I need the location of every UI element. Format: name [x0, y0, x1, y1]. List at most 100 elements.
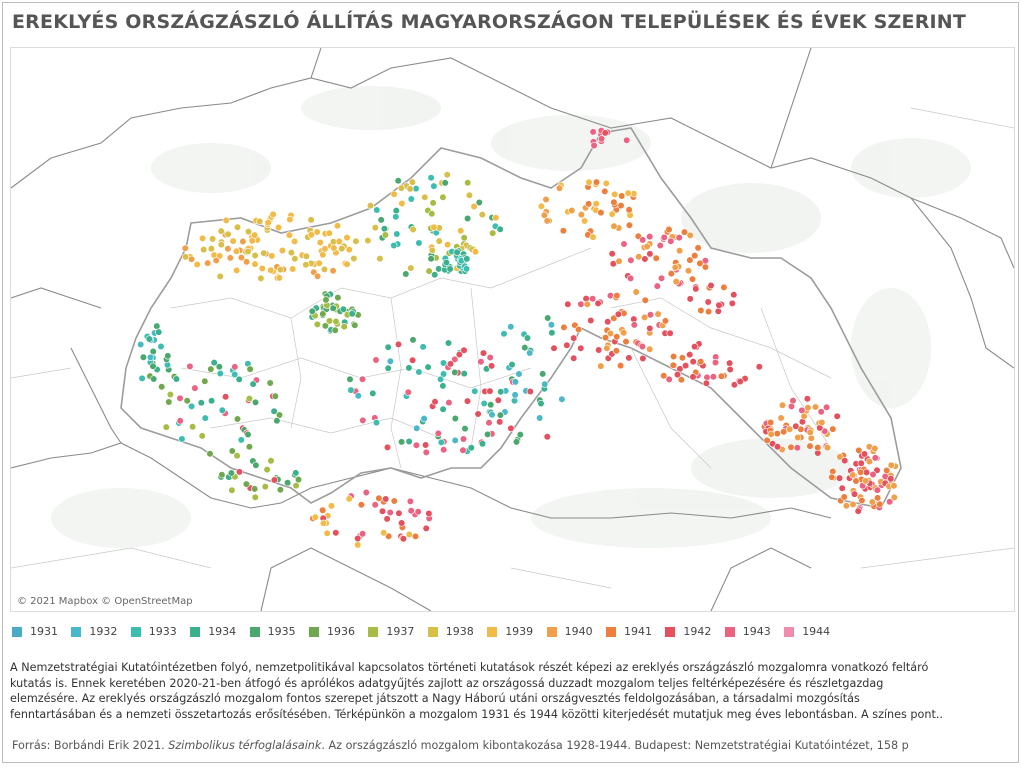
flag-point[interactable] — [681, 362, 690, 370]
flag-point[interactable] — [138, 374, 146, 383]
flag-point[interactable] — [854, 507, 862, 515]
flag-point[interactable] — [237, 254, 245, 262]
flag-point[interactable] — [313, 228, 321, 236]
flag-point[interactable] — [548, 329, 556, 337]
flag-point[interactable] — [372, 356, 380, 364]
flag-point[interactable] — [149, 362, 157, 370]
flag-point[interactable] — [496, 411, 505, 419]
flag-point[interactable] — [460, 370, 468, 378]
flag-point[interactable] — [362, 488, 370, 497]
flag-point[interactable] — [677, 376, 686, 384]
flag-point[interactable] — [597, 135, 606, 143]
flag-point[interactable] — [359, 530, 367, 538]
flag-point[interactable] — [251, 493, 259, 501]
flag-point[interactable] — [653, 282, 661, 290]
flag-point[interactable] — [278, 246, 287, 255]
flag-point[interactable] — [709, 373, 718, 381]
flag-point[interactable] — [691, 252, 699, 260]
flag-point[interactable] — [459, 446, 467, 454]
flag-point[interactable] — [684, 267, 693, 275]
flag-point[interactable] — [496, 418, 504, 426]
flag-point[interactable] — [725, 359, 734, 367]
flag-point[interactable] — [392, 207, 400, 215]
flag-point[interactable] — [422, 448, 430, 457]
flag-point[interactable] — [406, 497, 415, 506]
flag-point[interactable] — [697, 306, 705, 315]
flag-point[interactable] — [371, 501, 379, 509]
flag-point[interactable] — [856, 468, 865, 476]
flag-point[interactable] — [413, 424, 421, 432]
flag-point[interactable] — [615, 257, 623, 265]
flag-point[interactable] — [176, 417, 184, 425]
flag-point[interactable] — [270, 407, 278, 415]
flag-point[interactable] — [669, 361, 677, 369]
flag-point[interactable] — [409, 356, 417, 364]
flag-point[interactable] — [233, 452, 241, 460]
flag-point[interactable] — [246, 365, 254, 373]
flag-point[interactable] — [488, 362, 496, 370]
flag-point[interactable] — [419, 343, 427, 351]
flag-point[interactable] — [516, 431, 524, 439]
flag-point[interactable] — [261, 483, 269, 491]
flag-point[interactable] — [763, 436, 771, 445]
flag-point[interactable] — [694, 244, 702, 252]
map-canvas[interactable] — [11, 48, 1014, 611]
flag-point[interactable] — [302, 252, 311, 260]
flag-point[interactable] — [181, 244, 189, 252]
flag-point[interactable] — [209, 235, 217, 243]
flag-point[interactable] — [862, 477, 870, 485]
flag-point[interactable] — [625, 354, 633, 362]
flag-point[interactable] — [358, 375, 367, 383]
flag-point[interactable] — [559, 227, 568, 235]
flag-point[interactable] — [334, 294, 342, 302]
flag-point[interactable] — [835, 474, 844, 482]
flag-point[interactable] — [675, 247, 684, 255]
flag-point[interactable] — [191, 384, 199, 392]
flag-point[interactable] — [406, 185, 414, 193]
flag-point[interactable] — [252, 461, 260, 469]
flag-point[interactable] — [164, 352, 172, 360]
flag-point[interactable] — [276, 486, 285, 494]
flag-point[interactable] — [773, 430, 781, 438]
flag-point[interactable] — [237, 436, 245, 444]
flag-point[interactable] — [560, 323, 568, 332]
flag-point[interactable] — [689, 373, 697, 381]
flag-point[interactable] — [292, 469, 300, 477]
flag-point[interactable] — [345, 246, 353, 254]
flag-point[interactable] — [463, 397, 472, 405]
flag-point[interactable] — [378, 507, 387, 515]
flag-point[interactable] — [431, 271, 439, 279]
flag-point[interactable] — [818, 418, 826, 427]
flag-point[interactable] — [399, 535, 408, 543]
flag-point[interactable] — [405, 530, 413, 539]
flag-point[interactable] — [422, 441, 430, 449]
flag-point[interactable] — [515, 370, 523, 378]
flag-point[interactable] — [638, 342, 647, 351]
flag-point[interactable] — [630, 321, 638, 329]
flag-point[interactable] — [654, 310, 662, 318]
map-view[interactable]: © 2021 Mapbox © OpenStreetMap — [10, 47, 1015, 612]
flag-point[interactable] — [460, 234, 468, 242]
flag-point[interactable] — [887, 475, 895, 483]
flag-point[interactable] — [833, 412, 841, 420]
flag-point[interactable] — [314, 272, 322, 280]
flag-point[interactable] — [146, 353, 155, 362]
flag-point[interactable] — [587, 316, 595, 325]
flag-point[interactable] — [217, 241, 225, 249]
flag-point[interactable] — [166, 390, 174, 399]
flag-point[interactable] — [439, 405, 447, 413]
flag-point[interactable] — [849, 471, 857, 479]
flag-point[interactable] — [855, 446, 863, 455]
flag-point[interactable] — [536, 414, 544, 422]
flag-point[interactable] — [351, 321, 359, 329]
flag-point[interactable] — [320, 265, 329, 273]
flag-point[interactable] — [828, 473, 836, 481]
flag-point[interactable] — [332, 317, 340, 326]
flag-point[interactable] — [626, 274, 635, 282]
flag-point[interactable] — [610, 222, 618, 230]
flag-point[interactable] — [543, 433, 551, 441]
flag-point[interactable] — [601, 187, 609, 195]
flag-point[interactable] — [467, 444, 475, 452]
flag-point[interactable] — [357, 501, 366, 509]
flag-point[interactable] — [814, 444, 822, 452]
